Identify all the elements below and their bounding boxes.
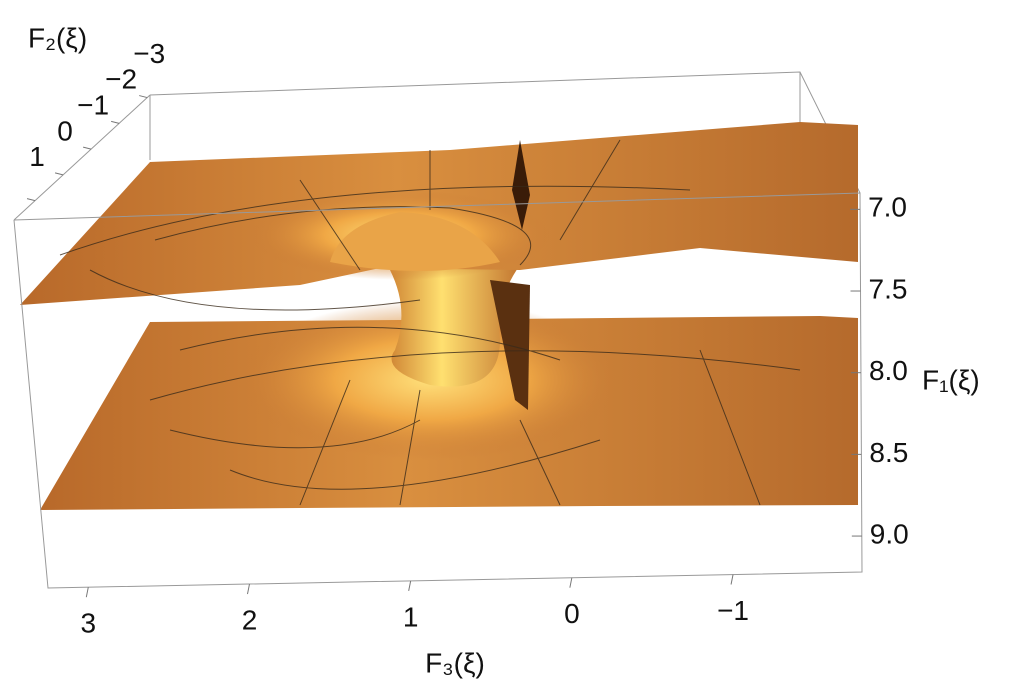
y-tick <box>111 120 120 124</box>
y-tick <box>139 95 148 99</box>
spike <box>512 140 530 230</box>
z-tick-label: 7.5 <box>869 273 908 304</box>
z-tick-label: 7.0 <box>868 192 907 223</box>
x-tick <box>408 580 412 591</box>
y-tick-label: −1 <box>77 90 109 121</box>
x-tick-label: 3 <box>81 608 97 639</box>
y-tick <box>26 198 36 202</box>
y-axis-label: F₂(ξ) <box>28 22 87 53</box>
z-tick-label: 9.0 <box>870 518 909 549</box>
y-tick-label: 0 <box>57 115 73 146</box>
z-tick-label: 8.5 <box>869 437 908 468</box>
x-tick <box>85 587 89 598</box>
x-tick <box>246 583 250 595</box>
z-axis-label: F₁(ξ) <box>922 364 980 395</box>
x-tick-label: 1 <box>403 601 419 632</box>
y-tick-label: 1 <box>29 141 45 172</box>
x-tick-label: 0 <box>564 598 580 629</box>
x-tick <box>730 574 734 585</box>
z-tick-label: 8.0 <box>869 355 908 386</box>
x-tick-label: 2 <box>242 604 258 635</box>
x-tick <box>569 577 573 588</box>
upper-hole <box>330 212 500 271</box>
x-tick-label: −1 <box>717 595 749 626</box>
throat <box>390 265 520 387</box>
surface <box>20 122 858 510</box>
x-axis-label: F₃(ξ) <box>425 647 485 678</box>
fold <box>490 280 530 410</box>
box-front <box>13 192 863 589</box>
y-tick-label: −3 <box>133 38 165 69</box>
y-tick-label: −2 <box>105 64 137 95</box>
y-tick <box>82 146 92 150</box>
y-tick <box>54 172 64 176</box>
